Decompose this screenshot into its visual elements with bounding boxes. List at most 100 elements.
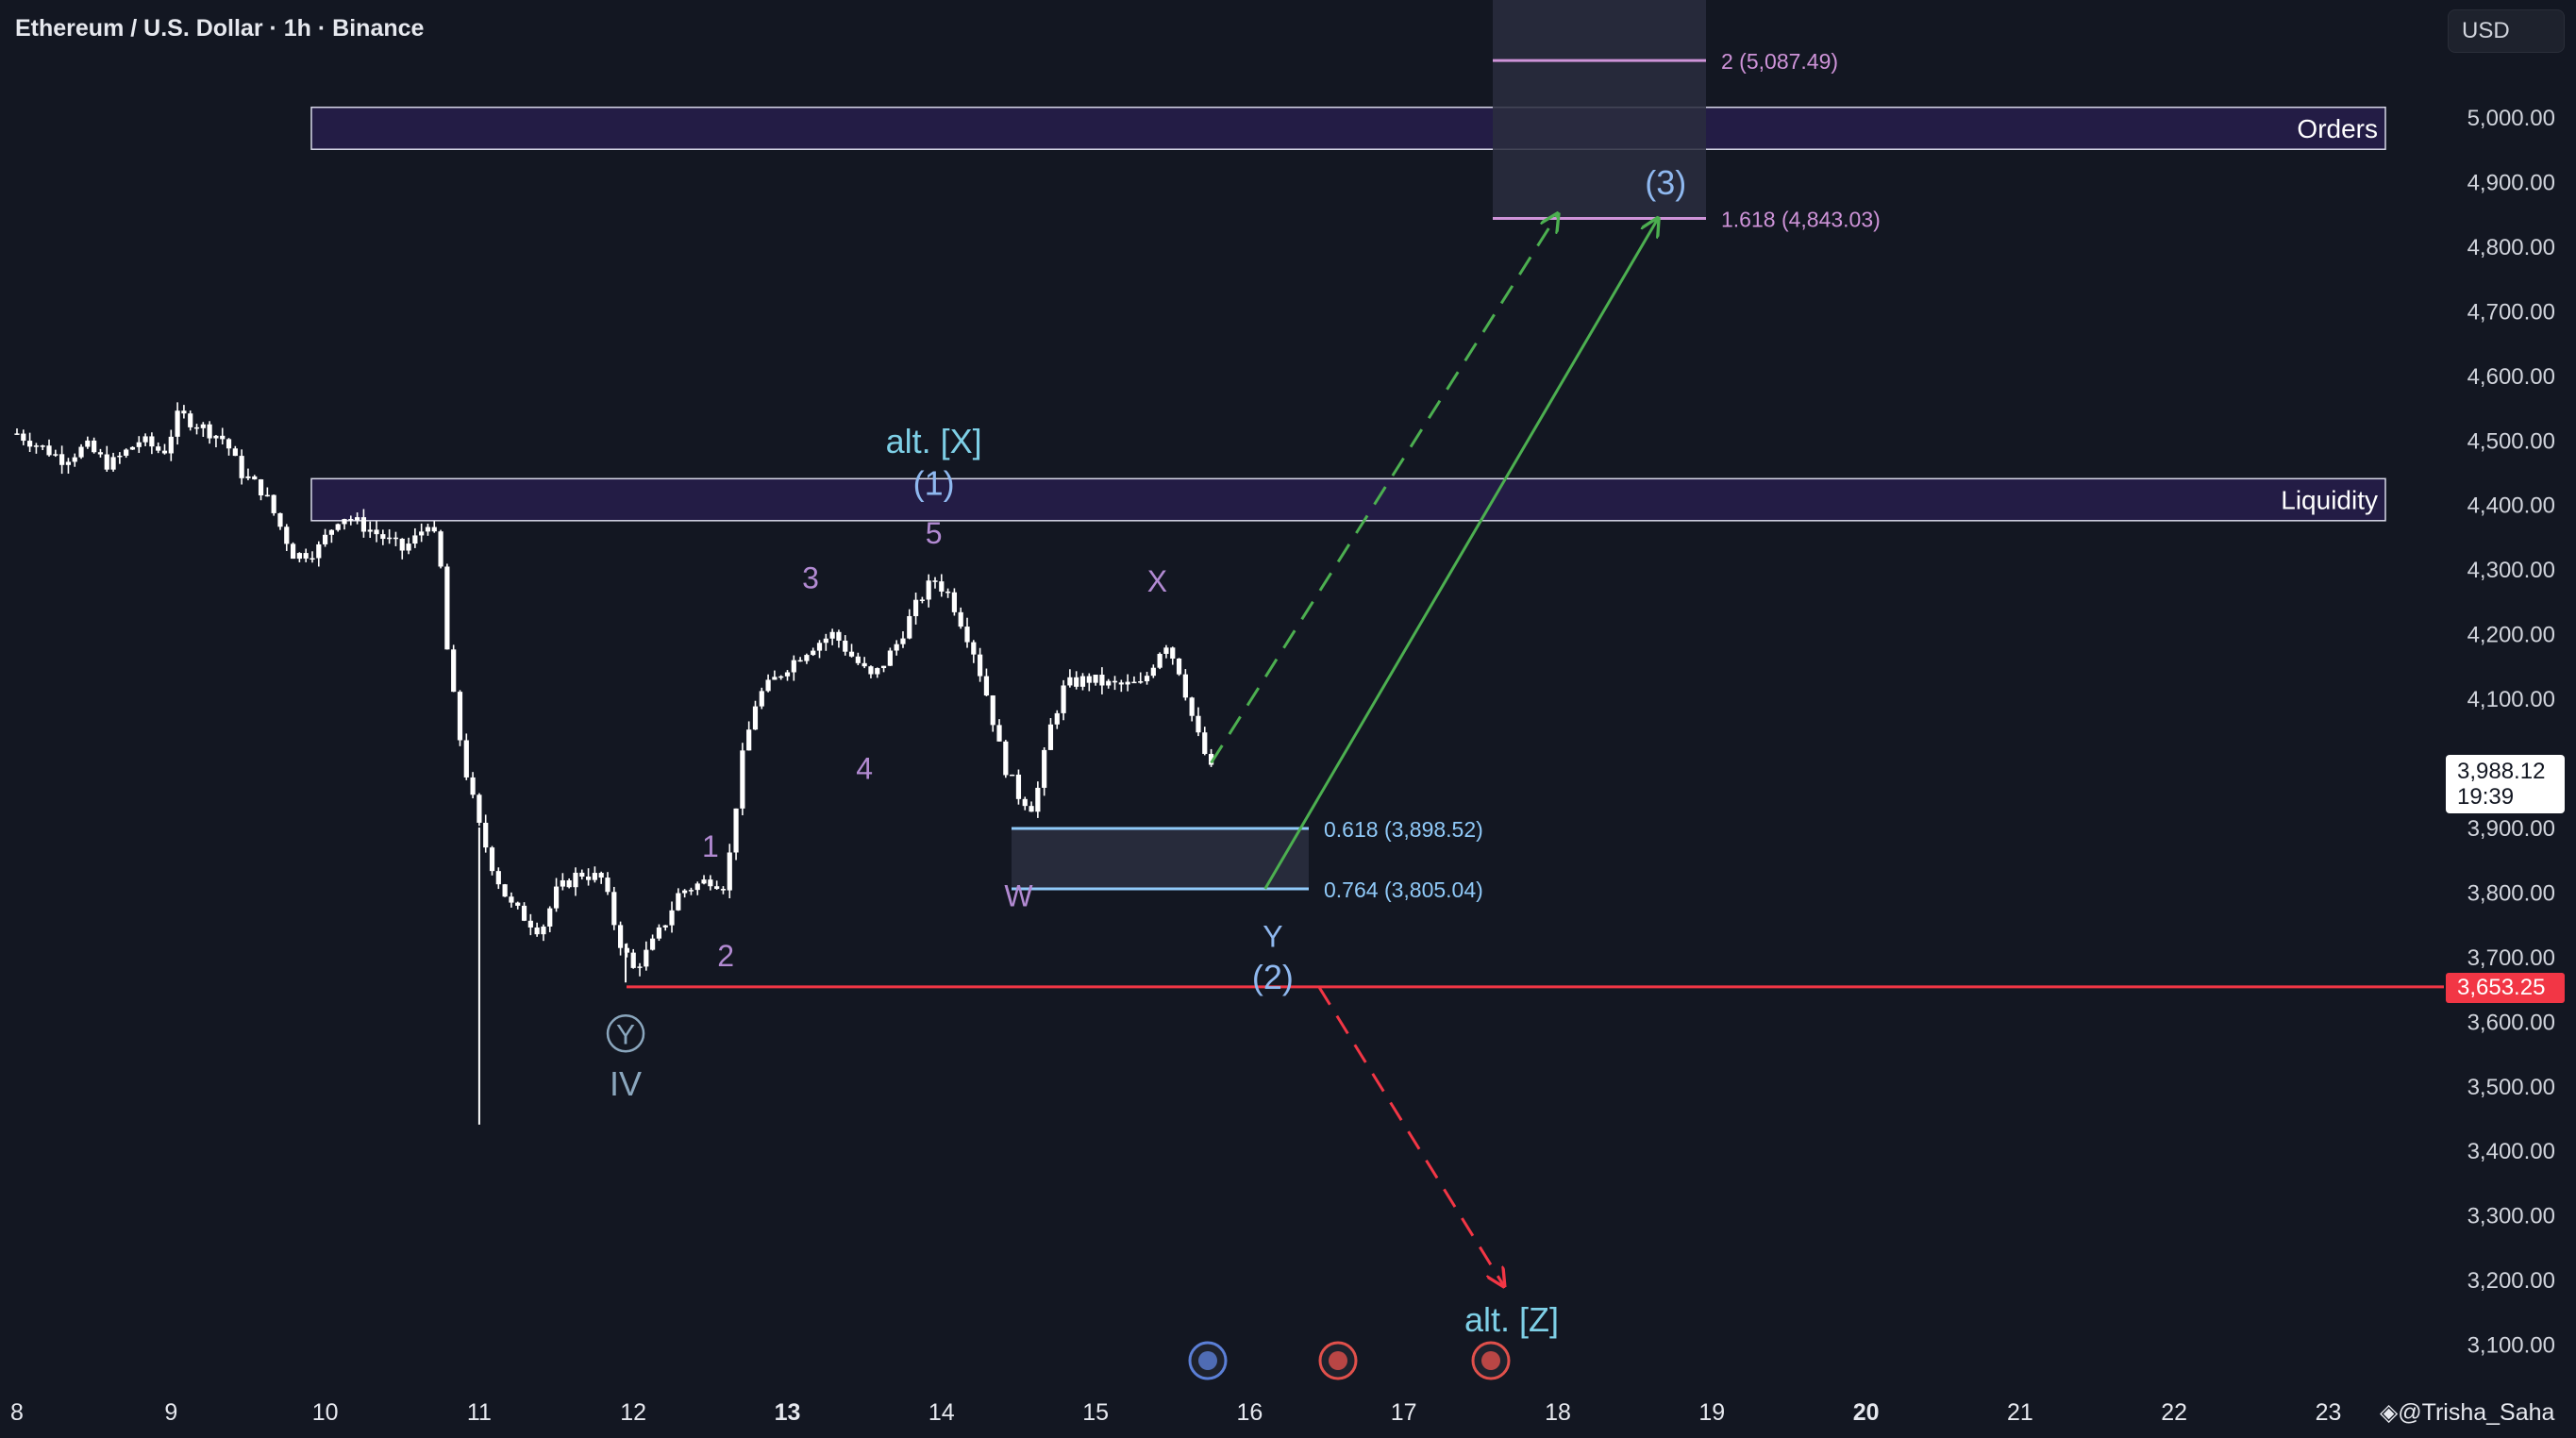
candle-body	[444, 566, 450, 650]
candle-body	[277, 512, 283, 527]
candle-body	[168, 436, 174, 454]
candle-body	[1170, 647, 1176, 659]
candle-body	[1131, 681, 1137, 684]
candle-body	[193, 426, 200, 429]
us-flag-icon-core	[1329, 1351, 1347, 1370]
candle-body	[1099, 675, 1105, 686]
wave-label: 4	[856, 752, 873, 786]
y-tick-label: 4,300.00	[2467, 558, 2555, 583]
fib-label: 0.618 (3,898.52)	[1324, 817, 1483, 842]
candle-body	[161, 450, 168, 454]
candle-body	[669, 910, 675, 926]
candle-body	[939, 581, 945, 592]
candle-body	[547, 908, 553, 927]
candle-body	[714, 886, 720, 890]
x-tick-label: 16	[1236, 1399, 1263, 1426]
candle-body	[1086, 676, 1092, 683]
candle-body	[752, 706, 759, 730]
candle-body	[65, 461, 72, 465]
candle-body	[861, 662, 867, 667]
y-tick-label: 4,400.00	[2467, 493, 2555, 519]
candle-body	[85, 440, 91, 447]
candle-body	[656, 927, 662, 939]
candle-body	[489, 847, 495, 872]
candle-body	[515, 902, 521, 906]
candle-body	[374, 529, 379, 535]
candle-body	[676, 893, 681, 911]
candle-body	[740, 750, 745, 809]
candle-body	[912, 599, 919, 616]
candle-body	[727, 852, 732, 891]
candle-body	[778, 676, 784, 678]
candle-body	[894, 644, 899, 651]
candle-body	[592, 873, 597, 880]
candle-body	[40, 445, 45, 447]
candle-body	[412, 535, 418, 544]
symbol-title[interactable]: Ethereum / U.S. Dollar · 1h · Binance	[15, 15, 425, 42]
last-price-badge: 3,988.12 19:39	[2446, 755, 2565, 813]
y-tick-label: 3,700.00	[2467, 945, 2555, 971]
candle-body	[772, 677, 778, 680]
y-tick-label: 4,500.00	[2467, 428, 2555, 454]
candle-body	[181, 410, 187, 414]
zone-layer: Orders Liquidity	[310, 106, 2386, 522]
fib-layer: 2 (5,087.49) 1.618 (4,843.03) 0.618 (3,898…	[627, 49, 2444, 989]
candle-body	[848, 651, 855, 657]
x-tick-label: 9	[164, 1399, 177, 1426]
candle-body	[470, 777, 476, 795]
x-tick-label: 15	[1082, 1399, 1109, 1426]
candle-body	[110, 457, 116, 470]
candle-body	[829, 631, 835, 639]
candle-body	[875, 668, 880, 675]
candle-body	[823, 638, 828, 644]
y-tick-label: 3,300.00	[2467, 1204, 2555, 1229]
candle-body	[342, 519, 347, 525]
candle-body	[566, 879, 572, 888]
x-tick-label: 18	[1545, 1399, 1571, 1426]
bar-countdown: 19:39	[2457, 784, 2515, 810]
y-tick-label: 5,000.00	[2467, 106, 2555, 131]
candle-body	[765, 679, 771, 692]
candle-body	[694, 883, 700, 891]
candle-body	[149, 436, 155, 447]
candle-body	[1074, 677, 1079, 687]
candle-body	[245, 476, 251, 478]
candle-body	[97, 452, 104, 455]
candle-body	[1047, 724, 1054, 750]
candle-body	[303, 553, 309, 559]
fib-label: 0.764 (3,805.04)	[1324, 878, 1483, 902]
x-tick-label: 22	[2161, 1399, 2187, 1426]
zone-orders	[310, 106, 2386, 150]
currency-button[interactable]: USD	[2448, 9, 2565, 53]
x-tick-label: 21	[2007, 1399, 2033, 1426]
y-tick-label: 3,400.00	[2467, 1139, 2555, 1164]
candle-body	[900, 638, 906, 644]
wave-label: IV	[610, 1064, 642, 1103]
candle-body	[644, 949, 649, 967]
candle-body	[232, 448, 238, 457]
wave-label: (2)	[1252, 958, 1294, 996]
candle-body	[296, 553, 302, 560]
candle-body	[316, 543, 322, 559]
y-tick-label: 3,200.00	[2467, 1268, 2555, 1294]
candle-body	[887, 650, 893, 666]
candle-body	[495, 871, 501, 885]
candle-body	[220, 435, 226, 440]
candle-body	[964, 627, 970, 643]
candle-body	[926, 580, 931, 600]
candle-body	[951, 592, 958, 612]
candle-body	[451, 649, 457, 693]
candle-body	[1118, 682, 1124, 685]
candle-body	[252, 476, 258, 480]
candle-body	[53, 454, 59, 456]
candle-body	[14, 433, 20, 435]
candle-body	[483, 822, 489, 848]
candle-body	[284, 527, 290, 544]
candle-body	[1182, 674, 1188, 698]
candle-body	[200, 424, 206, 428]
candle-body	[175, 410, 180, 437]
candle-body	[431, 527, 437, 532]
wave-label: Y	[1263, 920, 1282, 954]
candle-body	[1106, 680, 1112, 686]
